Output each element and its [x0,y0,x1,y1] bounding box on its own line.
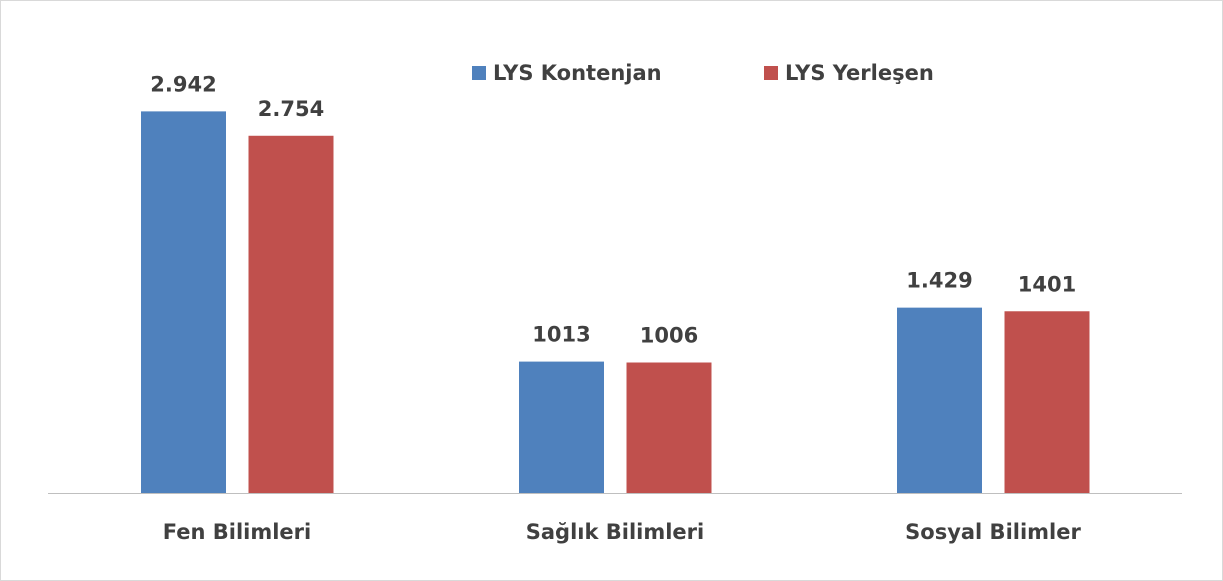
legend-label: LYS Kontenjan [493,61,662,85]
value-label: 2.754 [258,97,324,121]
legend-label: LYS Yerleşen [785,61,934,85]
bar [248,135,334,494]
x-tick-label: Sosyal Bilimler [905,520,1081,544]
bar [1004,311,1090,493]
value-label: 1013 [532,323,590,347]
value-label: 1401 [1018,272,1076,296]
bar [141,111,226,494]
value-label: 1.429 [906,269,972,293]
legend-swatch [472,66,486,80]
x-tick-label: Fen Bilimleri [163,520,311,544]
bar [626,362,712,493]
bar [519,361,604,493]
x-tick-label: Sağlık Bilimleri [526,520,704,544]
legend-swatch [764,66,778,80]
bar [897,307,982,493]
value-label: 1006 [640,324,698,348]
value-label: 2.942 [150,72,216,96]
